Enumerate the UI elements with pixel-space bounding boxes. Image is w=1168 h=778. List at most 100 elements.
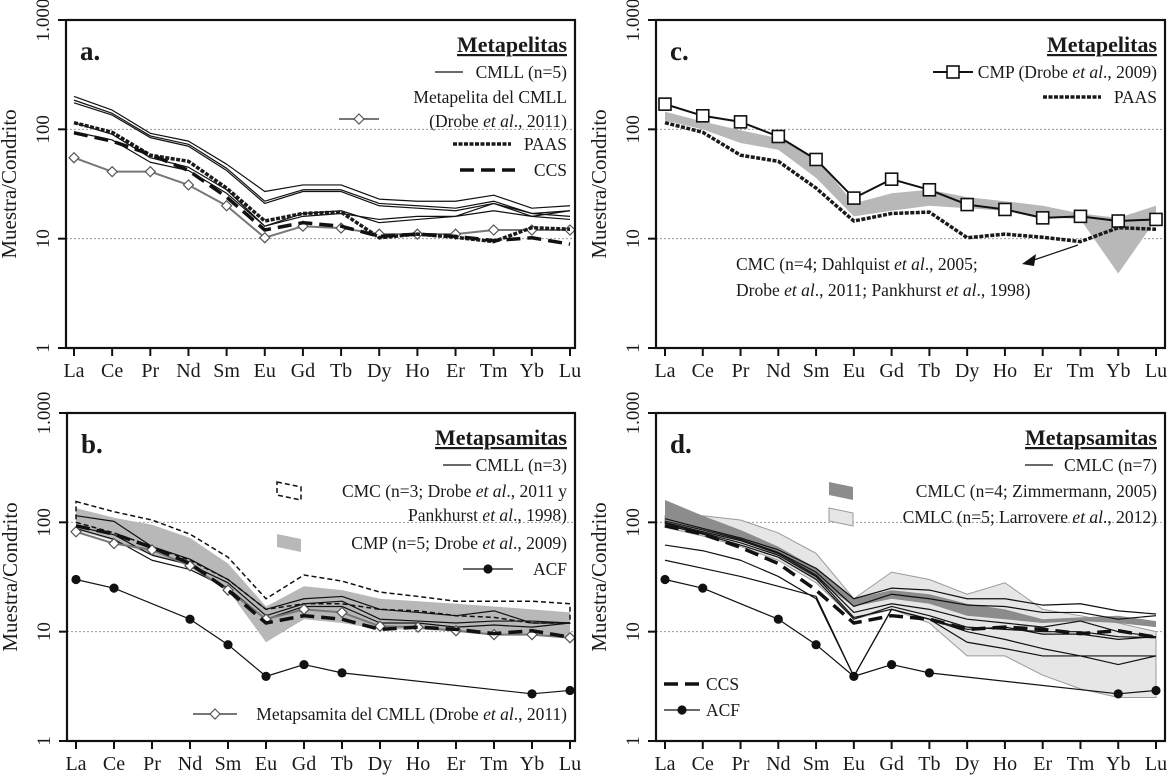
y-tick-label: 100 (623, 508, 644, 537)
legend-swatch (276, 481, 302, 501)
x-tick-label: La (65, 753, 86, 775)
data-point (565, 685, 575, 696)
plot-frame (64, 18, 577, 350)
x-tick-label: Nd (766, 360, 790, 382)
x-tick-label: Eu (255, 753, 277, 775)
series-cmlc-3 (664, 521, 1157, 638)
data-point (336, 606, 348, 619)
data-point (658, 97, 672, 111)
legend-label: CCS (534, 160, 567, 180)
data-point (1113, 689, 1123, 699)
x-tick-label: Yb (1106, 753, 1130, 775)
x-tick-label: Pr (141, 360, 159, 382)
legend-label: CMLC (n=7) (1064, 455, 1157, 475)
data-point (998, 202, 1012, 217)
x-tick-label: La (654, 753, 675, 775)
x-tick-label: Tb (331, 753, 353, 775)
y-axis-title: Muestra/Condrito (587, 109, 611, 258)
x-tick-label: Sm (215, 753, 242, 775)
x-tick-label: Tm (1067, 753, 1095, 775)
data-point (374, 620, 386, 633)
y-tick-label: 10 (623, 229, 644, 248)
data-point (223, 640, 233, 650)
series-cmlc-6 (664, 559, 1156, 677)
series-cmll-1 (73, 95, 571, 209)
panel-label: a. (80, 36, 100, 66)
legend-marker (946, 65, 960, 79)
data-point (1035, 211, 1050, 225)
data-point (564, 631, 576, 644)
x-tick-label: Er (1033, 753, 1052, 775)
legend-item: CMLC (n=7) (1025, 455, 1157, 475)
series-cmll-2 (75, 525, 571, 624)
data-point (68, 151, 80, 164)
legend-item: CMC (n=3; Drobe et al., 2011 y Pankhurst … (276, 481, 567, 525)
x-tick-label: Dy (955, 360, 979, 382)
legend-label: CCS (706, 674, 739, 694)
legend-label: PAAS (524, 134, 567, 154)
x-tick-label: Pr (732, 360, 750, 382)
y-tick-label: 100 (34, 508, 55, 537)
plot-frame (654, 411, 1167, 743)
panel-a: 1 10 100 1.000 Muestra/Condrito La Ce Pr Nd Sm Eu G… (0, 0, 581, 382)
x-tick-label: Nd (176, 360, 200, 382)
data-point (698, 583, 708, 593)
panel-c: CMC (n=4; Dahlquist et al., 2005; Drobe e… (587, 0, 1167, 382)
legend-item: CMLC (n=5; Larrovere et al., 2012) (828, 507, 1158, 527)
x-tick-label: Er (1033, 360, 1052, 382)
y-axis-title: Muestra/Condrito (0, 109, 21, 258)
field-grey-field (665, 111, 1156, 274)
legend-label: Metapsamita del CMLL (Drobe et al., 2011… (256, 704, 567, 724)
x-tick-label: Pr (143, 753, 161, 775)
series-cmll-3 (73, 102, 571, 217)
data-point (564, 224, 576, 236)
data-point (71, 574, 81, 585)
series-cmll-3 (75, 527, 571, 628)
x-tick-label: Dy (368, 753, 392, 775)
data-point (182, 179, 195, 191)
legend-label: Metapelita del CMLL (413, 87, 567, 107)
y-axis-title: Muestra/Condrito (587, 502, 611, 651)
y-tick-label: 10 (33, 229, 54, 248)
x-tick-label: Sm (803, 753, 830, 775)
legend-marker (677, 705, 687, 715)
legend-label: Pankhurst et al., 1998) (408, 505, 567, 525)
x-tick-label: Sm (213, 360, 240, 382)
data-point (487, 224, 500, 236)
x-tick-label: Lu (559, 360, 581, 382)
x-tick-label: Ho (993, 360, 1017, 382)
data-point (109, 583, 119, 593)
plot-frame (65, 411, 577, 743)
legend-item: PAAS (1043, 87, 1157, 107)
x-tick-label: Nd (766, 753, 790, 775)
data-point (773, 614, 783, 624)
x-tick-label: Ho (993, 753, 1017, 775)
legend-label: CMP (Drobe et al., 2009) (978, 62, 1157, 82)
x-tick-label: La (63, 360, 84, 382)
legend-item: CMLL (n=3) (443, 455, 567, 475)
series-cmll-4 (73, 122, 571, 227)
x-tick-label: Nd (178, 753, 202, 775)
x-tick-label: Tm (1067, 360, 1095, 382)
x-tick-label: Er (446, 360, 465, 382)
legend-item: CMP (Drobe et al., 2009) (933, 62, 1157, 82)
legend-item: ACF (664, 700, 740, 720)
y-tick-label: 1 (33, 343, 54, 353)
x-tick-label: Ce (692, 753, 714, 775)
annotation-text: Drobe et al., 2011; Pankhurst et al., 19… (736, 280, 1031, 300)
legend-label: CMLC (n=5; Larrovere et al., 2012) (903, 507, 1158, 527)
legend-label: ACF (533, 559, 567, 579)
data-point (1151, 685, 1161, 696)
panel-label: b. (81, 429, 103, 459)
data-point (70, 525, 82, 538)
x-tick-label: Lu (559, 753, 581, 775)
legend-label: CMLL (n=5) (476, 62, 568, 82)
data-point (412, 621, 424, 633)
legend-swatch (829, 482, 853, 500)
x-tick-label: Lu (1145, 753, 1167, 775)
y-tick-label: 1 (623, 343, 644, 353)
legend-marker (353, 113, 365, 125)
plot-frame (654, 18, 1167, 350)
x-tick-label: Tb (918, 360, 940, 382)
